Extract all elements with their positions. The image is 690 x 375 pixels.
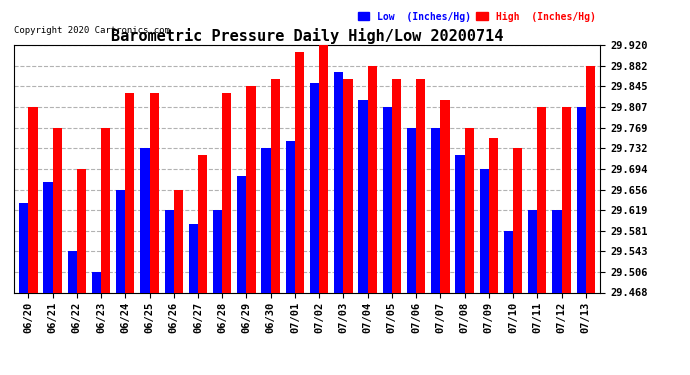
Legend: Low  (Inches/Hg), High  (Inches/Hg): Low (Inches/Hg), High (Inches/Hg) <box>354 8 600 26</box>
Bar <box>489 138 498 292</box>
Bar <box>28 107 37 292</box>
Bar <box>538 107 546 292</box>
Bar <box>431 128 440 292</box>
Bar <box>528 210 538 292</box>
Bar <box>68 251 77 292</box>
Bar <box>150 93 159 292</box>
Bar <box>198 154 207 292</box>
Bar <box>213 210 222 292</box>
Bar <box>383 107 392 292</box>
Bar <box>101 128 110 292</box>
Bar <box>504 231 513 292</box>
Bar <box>126 93 135 292</box>
Bar <box>52 128 62 292</box>
Bar <box>140 148 150 292</box>
Text: Copyright 2020 Cartronics.com: Copyright 2020 Cartronics.com <box>14 26 170 35</box>
Bar <box>19 203 28 292</box>
Bar <box>440 100 450 292</box>
Bar <box>480 169 489 292</box>
Bar <box>319 45 328 292</box>
Bar <box>586 66 595 292</box>
Bar <box>270 80 280 292</box>
Bar <box>334 72 344 292</box>
Bar <box>164 210 174 292</box>
Title: Barometric Pressure Daily High/Low 20200714: Barometric Pressure Daily High/Low 20200… <box>111 28 503 44</box>
Bar <box>286 141 295 292</box>
Bar <box>416 80 425 292</box>
Bar <box>344 80 353 292</box>
Bar <box>358 100 368 292</box>
Bar <box>368 66 377 292</box>
Bar <box>310 83 319 292</box>
Bar <box>464 128 474 292</box>
Bar <box>407 128 416 292</box>
Bar <box>262 148 270 292</box>
Bar <box>246 86 256 292</box>
Bar <box>392 80 401 292</box>
Bar <box>116 189 126 292</box>
Bar <box>552 210 562 292</box>
Bar <box>222 93 231 292</box>
Bar <box>513 148 522 292</box>
Bar <box>92 272 101 292</box>
Bar <box>77 169 86 292</box>
Bar <box>562 107 571 292</box>
Bar <box>577 107 586 292</box>
Bar <box>295 52 304 292</box>
Bar <box>174 189 183 292</box>
Bar <box>43 183 52 292</box>
Bar <box>237 176 246 292</box>
Bar <box>189 224 198 292</box>
Bar <box>455 154 464 292</box>
